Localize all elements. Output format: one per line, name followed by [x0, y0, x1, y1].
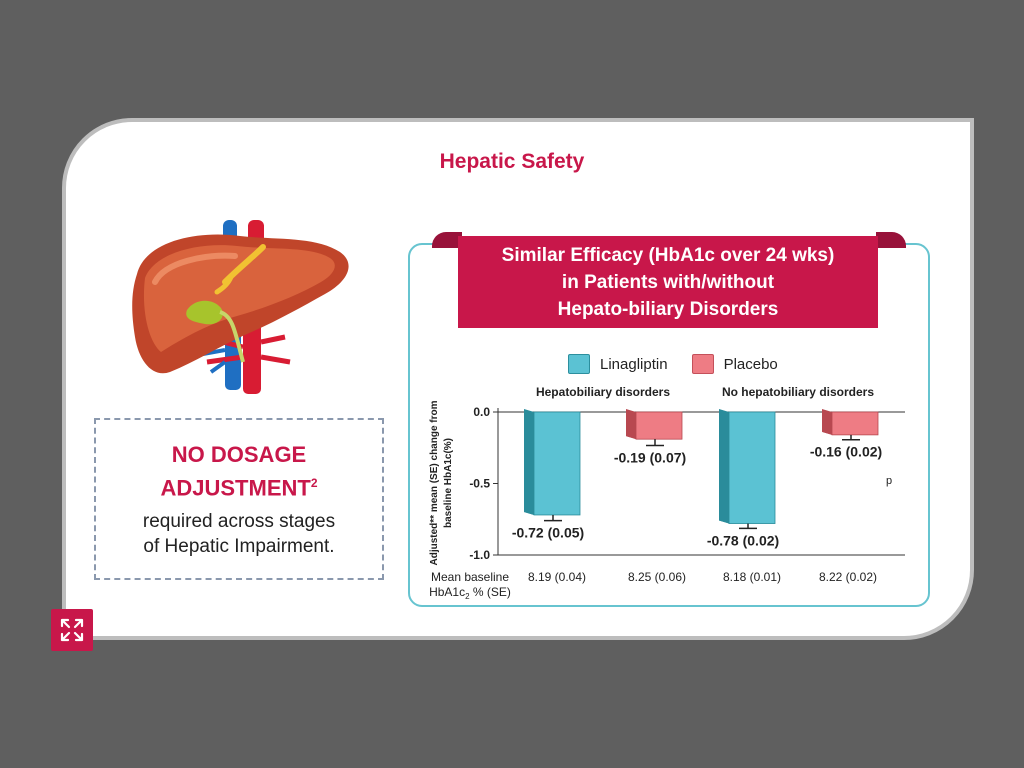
dosage-body: required across stages of Hepatic Impair…	[96, 509, 382, 559]
dosage-heading-line2: ADJUSTMENT2	[96, 469, 382, 502]
legend-swatch-linagliptin	[568, 354, 590, 374]
legend-label-linagliptin: Linagliptin	[600, 355, 668, 373]
chart-title-ribbon: Similar Efficacy (HbA1c over 24 wks) in …	[458, 236, 878, 328]
dosage-body-line2: of Hepatic Impairment.	[143, 536, 335, 558]
legend-label-placebo: Placebo	[723, 355, 778, 373]
ribbon-line3: Hepato-biliary Disorders	[557, 299, 779, 320]
page-title: Hepatic Safety	[439, 150, 585, 173]
ribbon-fold-right	[876, 232, 906, 248]
legend-item-linagliptin: Linagliptin	[568, 354, 668, 374]
expand-arrows-icon	[60, 618, 84, 642]
footnote-ref: 2	[310, 476, 318, 490]
expand-button[interactable]	[51, 609, 93, 651]
ribbon-line1: Similar Efficacy (HbA1c over 24 wks)	[501, 245, 835, 266]
dosage-note-box: NO DOSAGE ADJUSTMENT2 required across st…	[94, 418, 384, 580]
dosage-body-line1: required across stages	[142, 511, 336, 533]
ribbon-fold-left	[432, 232, 462, 248]
ribbon-line2: in Patients with/without	[561, 272, 775, 293]
dosage-heading: NO DOSAGE ADJUSTMENT2	[96, 440, 382, 502]
dosage-heading-line1: NO DOSAGE	[171, 442, 307, 467]
legend-swatch-placebo	[691, 354, 714, 374]
dosage-heading-text: ADJUSTMENT	[160, 475, 311, 501]
chart-legend: Linagliptin Placebo	[568, 354, 802, 374]
legend-item-placebo: Placebo	[691, 354, 778, 374]
liver-illustration	[132, 220, 349, 394]
